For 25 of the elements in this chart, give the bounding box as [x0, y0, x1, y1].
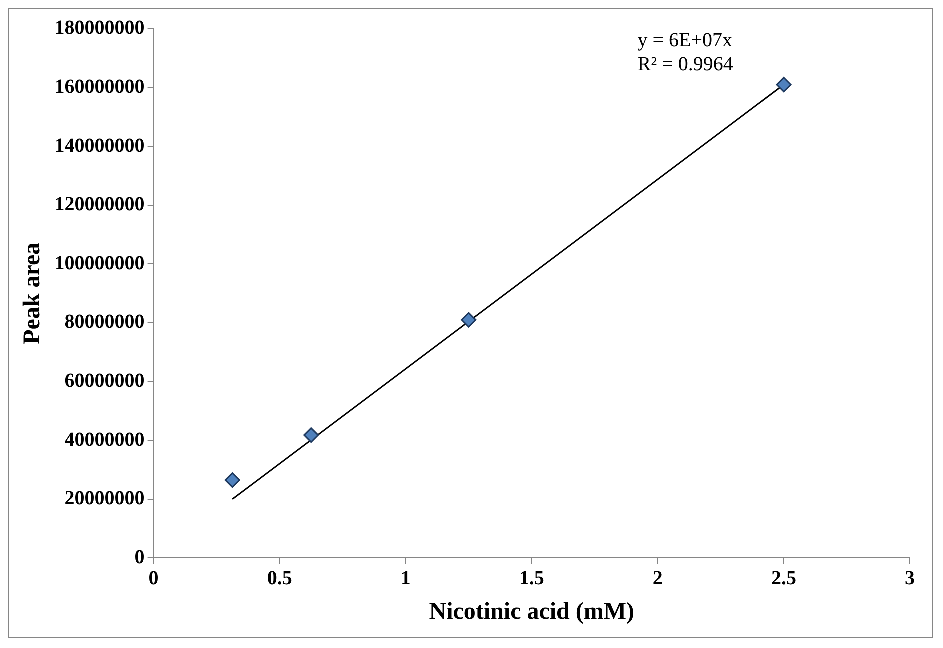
y-axis-title: Peak area	[20, 242, 46, 344]
y-tick-label: 20000000	[64, 488, 145, 510]
y-tick-label: 140000000	[54, 134, 145, 157]
x-tick-label: 1	[400, 567, 411, 590]
y-tick-label: 80000000	[64, 311, 145, 334]
x-tick-label: 2.5	[771, 567, 796, 590]
point	[461, 312, 477, 328]
point	[776, 77, 792, 93]
point	[224, 472, 240, 488]
y-tick-label: 160000000	[54, 76, 145, 98]
x-tick-label: 0	[148, 567, 159, 590]
y-tick-label: 180000000	[54, 17, 145, 40]
annotation: R² = 0.9964	[638, 53, 734, 76]
x-tick-label: 2	[652, 567, 663, 590]
point	[304, 428, 320, 444]
y-tick-label: 100000000	[54, 252, 145, 274]
y-tick-label: 120000000	[54, 194, 145, 216]
x-tick-label: 3	[905, 567, 915, 590]
x-tick-label: 0.5	[267, 567, 292, 590]
annotation: y = 6E+07x	[638, 29, 733, 52]
y-tick-label: 0	[134, 546, 145, 568]
y-tick-label: 40000000	[64, 428, 145, 451]
x-axis-title: Nicotinic acid (mM)	[429, 598, 635, 625]
y-tick-label: 60000000	[64, 370, 145, 392]
x-tick-label: 1.5	[519, 567, 544, 590]
